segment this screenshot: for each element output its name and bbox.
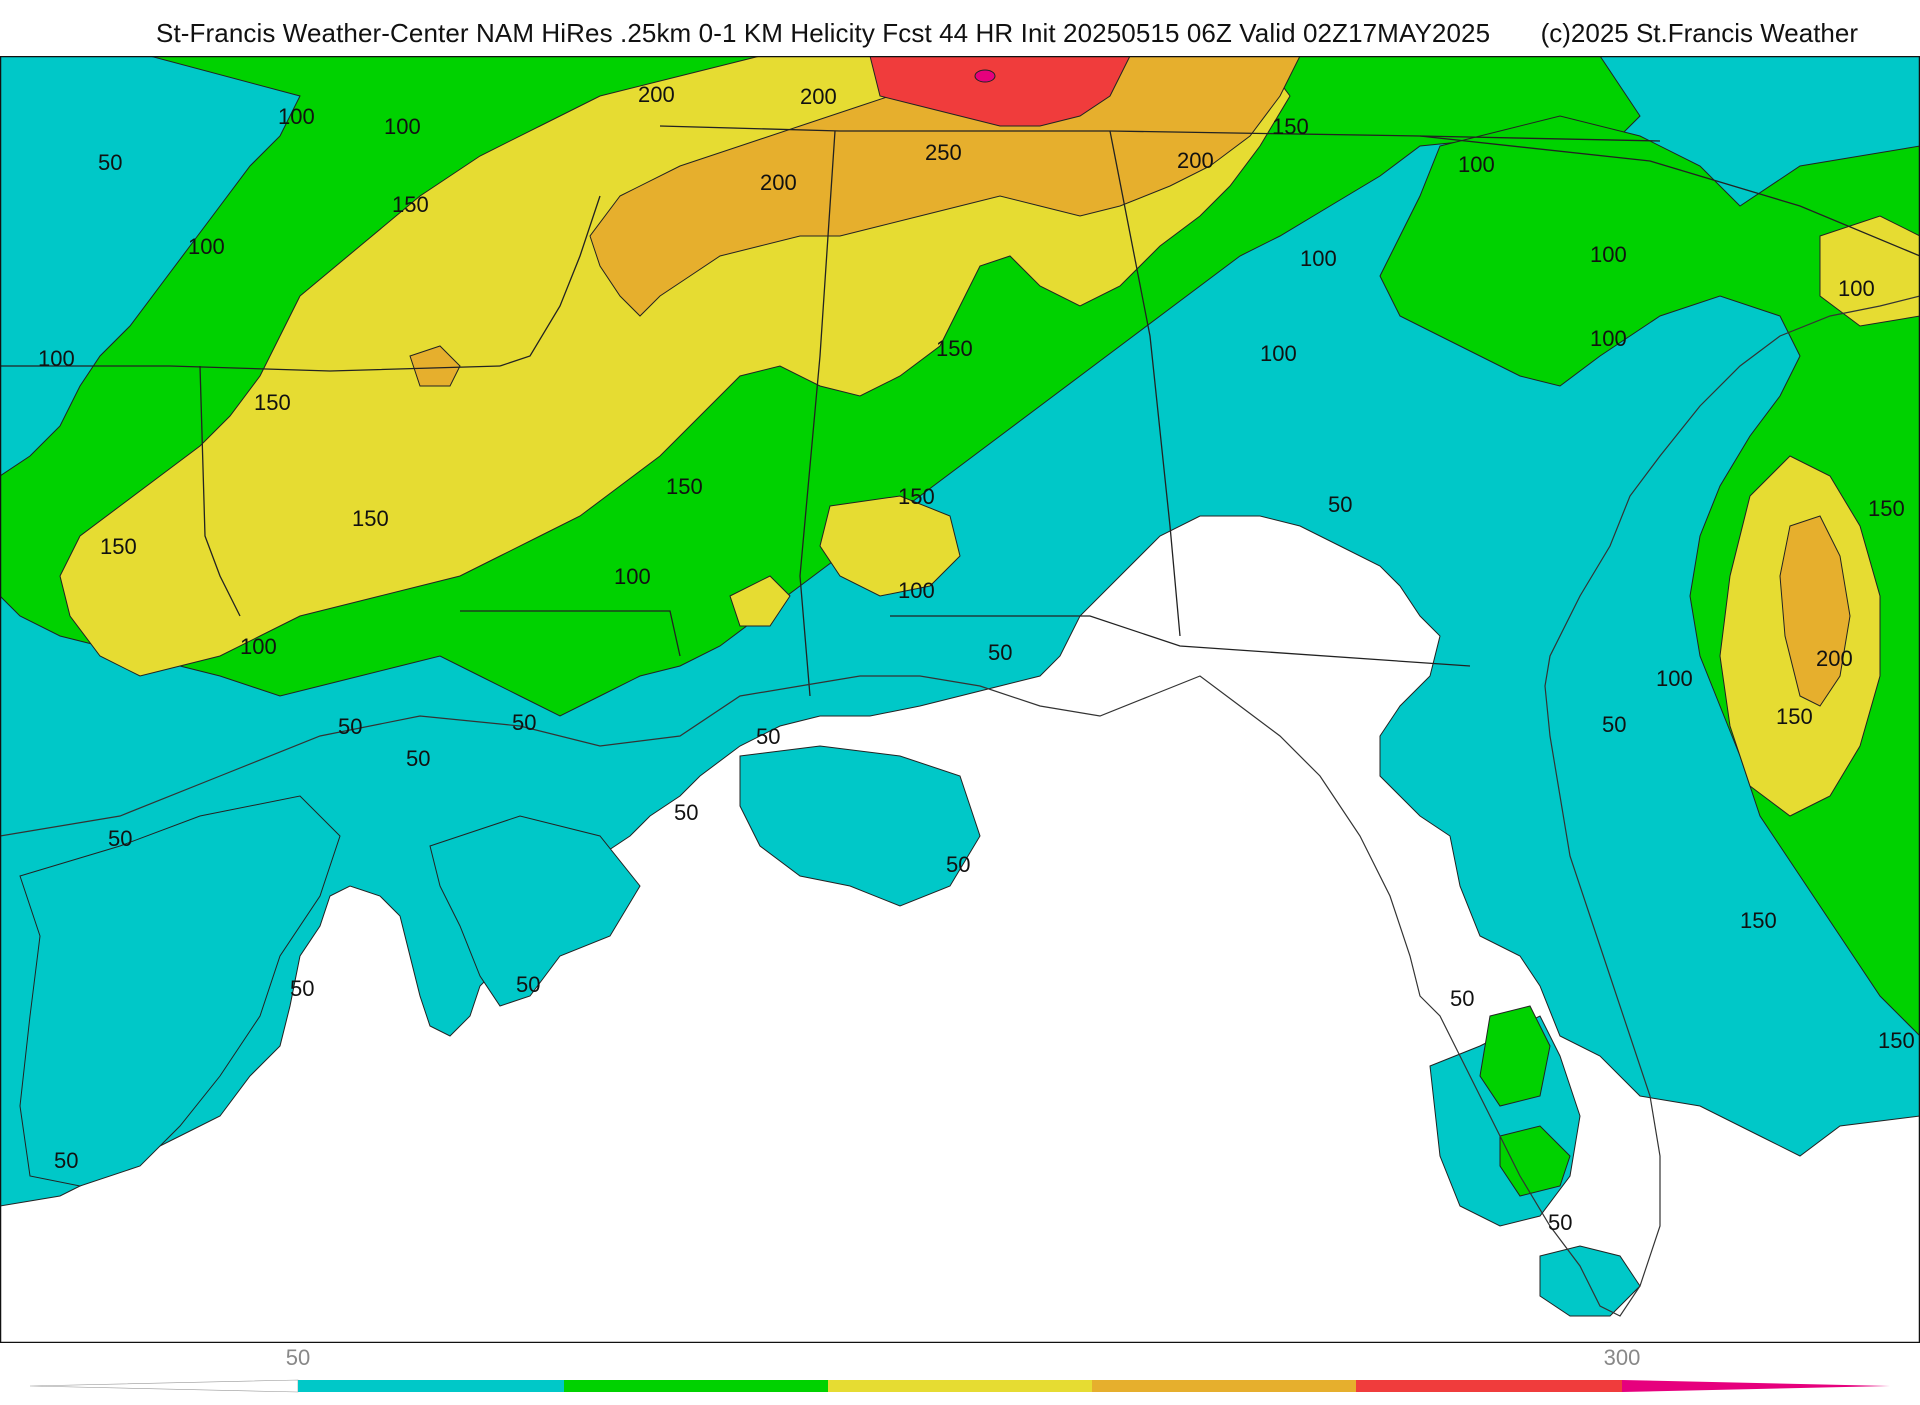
band-50-100-florida bbox=[1539, 1245, 1641, 1317]
contour-label: 50 bbox=[406, 746, 430, 771]
contour-label: 50 bbox=[54, 1148, 78, 1173]
colorbar-segment bbox=[1092, 1380, 1356, 1392]
colorbar-label-high: 300 bbox=[1603, 1345, 1641, 1370]
contour-label: 150 bbox=[1272, 114, 1309, 139]
contour-label: 50 bbox=[756, 724, 780, 749]
contour-label: 100 bbox=[278, 104, 315, 129]
contour-label: 50 bbox=[338, 714, 362, 739]
contour-label: 100 bbox=[1300, 246, 1337, 271]
contour-label: 150 bbox=[666, 474, 703, 499]
contour-labels: 100 100 50 200 200 150 150 100 100 250 2… bbox=[38, 82, 1915, 1235]
contour-label: 200 bbox=[1816, 646, 1853, 671]
contour-label: 150 bbox=[100, 534, 137, 559]
contour-label: 50 bbox=[946, 852, 970, 877]
contour-label: 50 bbox=[988, 640, 1012, 665]
state-borders bbox=[0, 125, 1920, 697]
colorbar-segment bbox=[1356, 1380, 1622, 1392]
contour-label: 150 bbox=[392, 192, 429, 217]
contour-label: 200 bbox=[638, 82, 675, 107]
contour-label: 100 bbox=[240, 634, 277, 659]
contour-label: 100 bbox=[1590, 326, 1627, 351]
contour-label: 150 bbox=[1740, 908, 1777, 933]
band-200-250-patch bbox=[409, 345, 461, 387]
band-200-250-east bbox=[1779, 515, 1851, 707]
colorbar-upper-arrow bbox=[1622, 1380, 1890, 1392]
contour-label: 150 bbox=[1776, 704, 1813, 729]
contour-label: 50 bbox=[512, 710, 536, 735]
helicity-map: 100 100 50 200 200 150 150 100 100 250 2… bbox=[0, 56, 1920, 1343]
colorbar-segment bbox=[564, 1380, 828, 1392]
contour-label: 50 bbox=[290, 976, 314, 1001]
contour-label: 150 bbox=[898, 484, 935, 509]
band-150-200-patch bbox=[729, 575, 791, 627]
colorbar-segment bbox=[828, 1380, 1092, 1392]
band-300-plus bbox=[974, 69, 996, 83]
colorbar-lower-arrow bbox=[29, 1379, 299, 1393]
contour-label: 150 bbox=[1878, 1028, 1915, 1053]
contour-label: 50 bbox=[1548, 1210, 1572, 1235]
contour-label: 100 bbox=[614, 564, 651, 589]
contour-label: 50 bbox=[1450, 986, 1474, 1011]
map-header: St-Francis Weather-Center NAM HiRes .25k… bbox=[0, 0, 1920, 56]
contour-label: 100 bbox=[188, 234, 225, 259]
contour-label: 50 bbox=[1328, 492, 1352, 517]
contour-label: 150 bbox=[1868, 496, 1905, 521]
band-250-300 bbox=[869, 56, 1131, 127]
coastline bbox=[0, 295, 1920, 1317]
contour-label: 100 bbox=[1590, 242, 1627, 267]
contour-label: 50 bbox=[1602, 712, 1626, 737]
colorbar bbox=[0, 1343, 1920, 1400]
contour-label: 100 bbox=[898, 578, 935, 603]
contour-label: 50 bbox=[674, 800, 698, 825]
contour-label: 100 bbox=[1656, 666, 1693, 691]
contour-label: 100 bbox=[38, 346, 75, 371]
copyright-text: (c)2025 St.Francis Weather bbox=[1540, 18, 1858, 48]
colorbar-segment bbox=[298, 1380, 564, 1392]
contour-label: 150 bbox=[254, 390, 291, 415]
map-title: St-Francis Weather-Center NAM HiRes .25k… bbox=[156, 18, 1491, 48]
contour-label: 100 bbox=[384, 114, 421, 139]
contour-label: 100 bbox=[1458, 152, 1495, 177]
contour-label: 50 bbox=[516, 972, 540, 997]
contour-label: 50 bbox=[108, 826, 132, 851]
contour-label: 100 bbox=[1260, 341, 1297, 366]
band-150-200-east bbox=[1819, 215, 1920, 327]
band-100-150-florida bbox=[1479, 1005, 1551, 1107]
contour-label: 250 bbox=[925, 140, 962, 165]
band-50-100-gulf-lobe bbox=[429, 815, 641, 1007]
contour-label: 50 bbox=[98, 150, 122, 175]
band-50-100-gulf-lobe bbox=[739, 745, 981, 907]
band-50-100-gulf-lobe bbox=[19, 795, 341, 1187]
contour-label: 200 bbox=[800, 84, 837, 109]
contour-label: 150 bbox=[352, 506, 389, 531]
band-100-150-florida bbox=[1499, 1125, 1571, 1197]
contour-label: 100 bbox=[1838, 276, 1875, 301]
contour-label: 150 bbox=[936, 336, 973, 361]
colorbar-label-low: 50 bbox=[285, 1345, 311, 1370]
contour-label: 200 bbox=[1177, 148, 1214, 173]
contour-label: 200 bbox=[760, 170, 797, 195]
band-150-200-patch bbox=[819, 495, 961, 597]
